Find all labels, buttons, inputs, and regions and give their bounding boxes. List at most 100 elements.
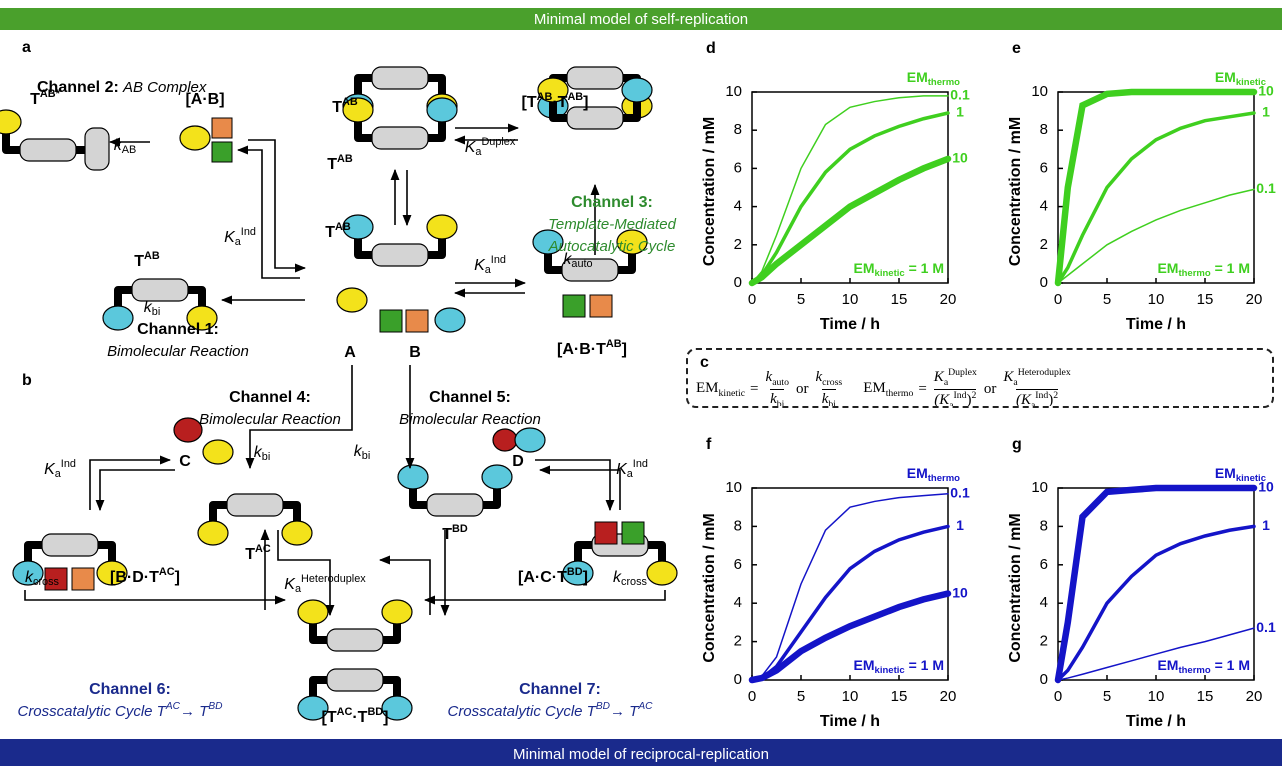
subscript: a <box>949 400 953 408</box>
label-run: T <box>327 156 337 173</box>
y-axis-label: Concentration / mM <box>1007 513 1024 662</box>
label-run: [T <box>522 94 537 111</box>
y-tick-label: 4 <box>734 594 742 611</box>
label-run: AB Complex <box>122 79 207 96</box>
x-tick-label: 5 <box>1103 688 1111 705</box>
label-run: → T <box>180 703 210 720</box>
label-run: = 1 M <box>905 260 944 276</box>
recognition-unit <box>227 494 283 516</box>
x-axis-label: Time / h <box>820 316 880 333</box>
label: EMkinetic = 1 M <box>854 657 944 676</box>
label: Bimolecular Reaction <box>107 343 249 360</box>
label: EMthermo = 1 M <box>1157 657 1250 676</box>
x-tick-label: 20 <box>940 291 957 308</box>
channel-title: Channel 5: <box>429 389 511 406</box>
piece <box>380 310 402 332</box>
blob <box>282 521 312 545</box>
y-tick-label: 0 <box>734 274 742 291</box>
channel-title: Channel 3: <box>571 194 653 211</box>
y-tick-label: 0 <box>1040 274 1048 291</box>
blob <box>0 110 21 134</box>
superscript: AB <box>342 96 358 108</box>
y-tick-label: 0 <box>1040 671 1048 688</box>
label-run: = 1 M <box>1211 657 1250 673</box>
x-tick-label: 20 <box>940 688 957 705</box>
y-tick-label: 2 <box>1040 236 1048 253</box>
plot-frame <box>1058 488 1254 680</box>
label: TAC <box>245 543 271 563</box>
label: C <box>179 453 191 470</box>
eq-run: k <box>770 391 777 407</box>
plot-frame <box>1058 92 1254 283</box>
x-tick-label: 5 <box>1103 291 1111 308</box>
x-axis-label: Time / h <box>820 713 880 730</box>
superscript: BD <box>208 701 223 712</box>
x-tick-label: 15 <box>1197 291 1214 308</box>
eq-run: EM <box>863 380 886 396</box>
subscript: kinetic <box>875 665 906 676</box>
label-run: → T <box>610 703 640 720</box>
x-axis-label: Time / h <box>1126 713 1186 730</box>
superscript: AC <box>255 543 271 555</box>
subscript: cross <box>621 576 648 588</box>
subscript: kinetic <box>875 268 906 279</box>
label-run: T <box>134 253 144 270</box>
recognition-unit <box>42 534 98 556</box>
eq-sign: = <box>918 381 926 398</box>
piece <box>622 522 644 544</box>
piece <box>563 295 585 317</box>
arrow <box>540 470 620 510</box>
piece <box>590 295 612 317</box>
channel-title: Channel 6: <box>89 681 171 698</box>
blob <box>103 306 133 330</box>
x-tick-label: 5 <box>797 688 805 705</box>
eq-sign: = <box>750 381 758 398</box>
y-tick-label: 4 <box>734 198 742 215</box>
page: Minimal model of self-replication { "hea… <box>0 0 1282 766</box>
fraction: KaDuplex(KaInd)2 <box>934 368 977 408</box>
blob <box>622 78 652 102</box>
label-run: Bimolecular Reaction <box>199 411 341 428</box>
label: Bimolecular Reaction <box>399 411 541 428</box>
superscript: Ind <box>954 390 967 401</box>
label: [B·D·TAC] <box>110 566 180 586</box>
legend-label: 0.1 <box>950 87 970 103</box>
x-tick-label: 15 <box>1197 688 1214 705</box>
denominator: (KaInd)2 <box>1016 389 1058 408</box>
label: TBD <box>442 523 468 543</box>
eq-lhs: EMkinetic <box>696 380 745 399</box>
superscript: Duplex <box>481 136 515 148</box>
label: KaInd <box>474 254 506 276</box>
blob <box>482 465 512 489</box>
legend-label: 1 <box>1262 104 1270 120</box>
y-tick-label: 8 <box>1040 517 1048 534</box>
label-run: = 1 M <box>905 657 944 673</box>
subscript: kinetic <box>719 388 746 399</box>
x-tick-label: 5 <box>797 291 805 308</box>
x-tick-label: 0 <box>1054 688 1062 705</box>
label-run: EM <box>854 260 875 276</box>
y-tick-label: 4 <box>1040 198 1048 215</box>
y-tick-label: 4 <box>1040 594 1048 611</box>
superscript: 2 <box>1053 390 1058 401</box>
y-tick-label: 6 <box>1040 556 1048 573</box>
eq-lhs: EMthermo <box>863 380 913 399</box>
eq-run: (K <box>1016 392 1031 408</box>
label-run: EM <box>1215 69 1236 85</box>
x-tick-label: 0 <box>748 688 756 705</box>
y-tick-label: 8 <box>734 121 742 138</box>
eq-or: or <box>796 381 809 398</box>
x-tick-label: 0 <box>1054 291 1062 308</box>
superscript: Ind <box>61 458 76 470</box>
legend-label: 1 <box>956 104 964 120</box>
superscript: Heteroduplex <box>1018 367 1071 378</box>
label-run: [A·B·T <box>557 341 606 358</box>
recognition-unit <box>20 139 76 161</box>
label: A <box>344 344 356 361</box>
arrow <box>425 590 665 600</box>
denominator: (KaInd)2 <box>934 389 976 408</box>
label-run: ·T <box>352 709 367 726</box>
channel-title: Channel 2: <box>37 79 119 96</box>
superscript: AC <box>165 701 181 712</box>
